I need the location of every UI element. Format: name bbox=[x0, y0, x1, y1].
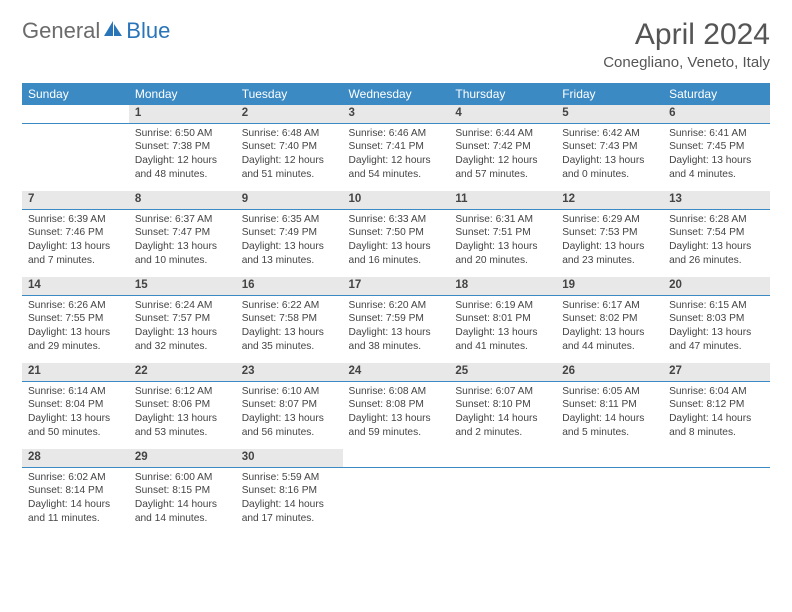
day-number: 21 bbox=[22, 363, 129, 381]
weekday-header: Tuesday bbox=[236, 83, 343, 105]
day-content-row: Sunrise: 6:39 AMSunset: 7:46 PMDaylight:… bbox=[22, 209, 770, 277]
day-number-row: 78910111213 bbox=[22, 191, 770, 209]
day-number-row: 282930 bbox=[22, 449, 770, 467]
day-cell: Sunrise: 6:39 AMSunset: 7:46 PMDaylight:… bbox=[22, 209, 129, 277]
day-cell: Sunrise: 5:59 AMSunset: 8:16 PMDaylight:… bbox=[236, 467, 343, 535]
day-cell bbox=[22, 123, 129, 191]
day-number: 16 bbox=[236, 277, 343, 295]
day-number: 18 bbox=[449, 277, 556, 295]
day-number: 12 bbox=[556, 191, 663, 209]
day-cell bbox=[343, 467, 450, 535]
day-number: 15 bbox=[129, 277, 236, 295]
day-number: 24 bbox=[343, 363, 450, 381]
weekday-header: Thursday bbox=[449, 83, 556, 105]
day-cell: Sunrise: 6:08 AMSunset: 8:08 PMDaylight:… bbox=[343, 381, 450, 449]
day-number: 30 bbox=[236, 449, 343, 467]
day-cell: Sunrise: 6:02 AMSunset: 8:14 PMDaylight:… bbox=[22, 467, 129, 535]
day-number: 8 bbox=[129, 191, 236, 209]
logo-text-blue: Blue bbox=[126, 18, 170, 44]
day-cell: Sunrise: 6:24 AMSunset: 7:57 PMDaylight:… bbox=[129, 295, 236, 363]
day-cell bbox=[449, 467, 556, 535]
day-content-row: Sunrise: 6:26 AMSunset: 7:55 PMDaylight:… bbox=[22, 295, 770, 363]
title-block: April 2024 Conegliano, Veneto, Italy bbox=[603, 18, 770, 71]
day-cell bbox=[556, 467, 663, 535]
location: Conegliano, Veneto, Italy bbox=[603, 54, 770, 71]
day-cell bbox=[663, 467, 770, 535]
day-number bbox=[556, 449, 663, 467]
day-number-row: 123456 bbox=[22, 105, 770, 123]
day-cell: Sunrise: 6:04 AMSunset: 8:12 PMDaylight:… bbox=[663, 381, 770, 449]
day-number bbox=[343, 449, 450, 467]
day-number: 19 bbox=[556, 277, 663, 295]
day-cell: Sunrise: 6:50 AMSunset: 7:38 PMDaylight:… bbox=[129, 123, 236, 191]
day-cell: Sunrise: 6:05 AMSunset: 8:11 PMDaylight:… bbox=[556, 381, 663, 449]
day-number: 26 bbox=[556, 363, 663, 381]
day-number: 5 bbox=[556, 105, 663, 123]
day-cell: Sunrise: 6:37 AMSunset: 7:47 PMDaylight:… bbox=[129, 209, 236, 277]
day-number: 1 bbox=[129, 105, 236, 123]
day-number: 13 bbox=[663, 191, 770, 209]
day-cell: Sunrise: 6:42 AMSunset: 7:43 PMDaylight:… bbox=[556, 123, 663, 191]
day-number: 11 bbox=[449, 191, 556, 209]
day-content-row: Sunrise: 6:50 AMSunset: 7:38 PMDaylight:… bbox=[22, 123, 770, 191]
weekday-header: Friday bbox=[556, 83, 663, 105]
day-cell: Sunrise: 6:14 AMSunset: 8:04 PMDaylight:… bbox=[22, 381, 129, 449]
day-number: 14 bbox=[22, 277, 129, 295]
weekday-header: Sunday bbox=[22, 83, 129, 105]
day-number: 6 bbox=[663, 105, 770, 123]
day-number bbox=[663, 449, 770, 467]
day-cell: Sunrise: 6:19 AMSunset: 8:01 PMDaylight:… bbox=[449, 295, 556, 363]
day-number: 2 bbox=[236, 105, 343, 123]
day-number: 4 bbox=[449, 105, 556, 123]
weekday-header: Saturday bbox=[663, 83, 770, 105]
day-cell: Sunrise: 6:12 AMSunset: 8:06 PMDaylight:… bbox=[129, 381, 236, 449]
day-cell: Sunrise: 6:48 AMSunset: 7:40 PMDaylight:… bbox=[236, 123, 343, 191]
day-cell: Sunrise: 6:33 AMSunset: 7:50 PMDaylight:… bbox=[343, 209, 450, 277]
day-number: 27 bbox=[663, 363, 770, 381]
day-cell: Sunrise: 6:17 AMSunset: 8:02 PMDaylight:… bbox=[556, 295, 663, 363]
day-number: 7 bbox=[22, 191, 129, 209]
day-cell: Sunrise: 6:28 AMSunset: 7:54 PMDaylight:… bbox=[663, 209, 770, 277]
day-number: 10 bbox=[343, 191, 450, 209]
day-content-row: Sunrise: 6:02 AMSunset: 8:14 PMDaylight:… bbox=[22, 467, 770, 535]
day-number: 9 bbox=[236, 191, 343, 209]
day-number-row: 14151617181920 bbox=[22, 277, 770, 295]
day-number bbox=[449, 449, 556, 467]
day-number bbox=[22, 105, 129, 123]
weekday-header: Monday bbox=[129, 83, 236, 105]
day-number: 28 bbox=[22, 449, 129, 467]
day-cell: Sunrise: 6:29 AMSunset: 7:53 PMDaylight:… bbox=[556, 209, 663, 277]
day-number: 17 bbox=[343, 277, 450, 295]
day-cell: Sunrise: 6:26 AMSunset: 7:55 PMDaylight:… bbox=[22, 295, 129, 363]
day-cell: Sunrise: 6:35 AMSunset: 7:49 PMDaylight:… bbox=[236, 209, 343, 277]
day-cell: Sunrise: 6:46 AMSunset: 7:41 PMDaylight:… bbox=[343, 123, 450, 191]
day-cell: Sunrise: 6:10 AMSunset: 8:07 PMDaylight:… bbox=[236, 381, 343, 449]
day-number-row: 21222324252627 bbox=[22, 363, 770, 381]
weekday-header: Wednesday bbox=[343, 83, 450, 105]
day-number: 22 bbox=[129, 363, 236, 381]
header: General Blue April 2024 Conegliano, Vene… bbox=[22, 18, 770, 71]
day-cell: Sunrise: 6:15 AMSunset: 8:03 PMDaylight:… bbox=[663, 295, 770, 363]
logo: General Blue bbox=[22, 18, 170, 44]
day-number: 23 bbox=[236, 363, 343, 381]
day-number: 25 bbox=[449, 363, 556, 381]
calendar-table: Sunday Monday Tuesday Wednesday Thursday… bbox=[22, 83, 770, 535]
day-number: 3 bbox=[343, 105, 450, 123]
day-cell: Sunrise: 6:41 AMSunset: 7:45 PMDaylight:… bbox=[663, 123, 770, 191]
day-number: 20 bbox=[663, 277, 770, 295]
weekday-header-row: Sunday Monday Tuesday Wednesday Thursday… bbox=[22, 83, 770, 105]
month-title: April 2024 bbox=[603, 18, 770, 52]
day-cell: Sunrise: 6:31 AMSunset: 7:51 PMDaylight:… bbox=[449, 209, 556, 277]
logo-text-general: General bbox=[22, 18, 100, 44]
day-number: 29 bbox=[129, 449, 236, 467]
day-cell: Sunrise: 6:44 AMSunset: 7:42 PMDaylight:… bbox=[449, 123, 556, 191]
day-cell: Sunrise: 6:20 AMSunset: 7:59 PMDaylight:… bbox=[343, 295, 450, 363]
logo-sail-icon bbox=[102, 19, 124, 44]
day-cell: Sunrise: 6:00 AMSunset: 8:15 PMDaylight:… bbox=[129, 467, 236, 535]
day-cell: Sunrise: 6:07 AMSunset: 8:10 PMDaylight:… bbox=[449, 381, 556, 449]
day-content-row: Sunrise: 6:14 AMSunset: 8:04 PMDaylight:… bbox=[22, 381, 770, 449]
day-cell: Sunrise: 6:22 AMSunset: 7:58 PMDaylight:… bbox=[236, 295, 343, 363]
